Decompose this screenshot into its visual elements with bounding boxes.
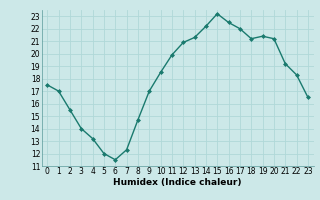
X-axis label: Humidex (Indice chaleur): Humidex (Indice chaleur) — [113, 178, 242, 187]
